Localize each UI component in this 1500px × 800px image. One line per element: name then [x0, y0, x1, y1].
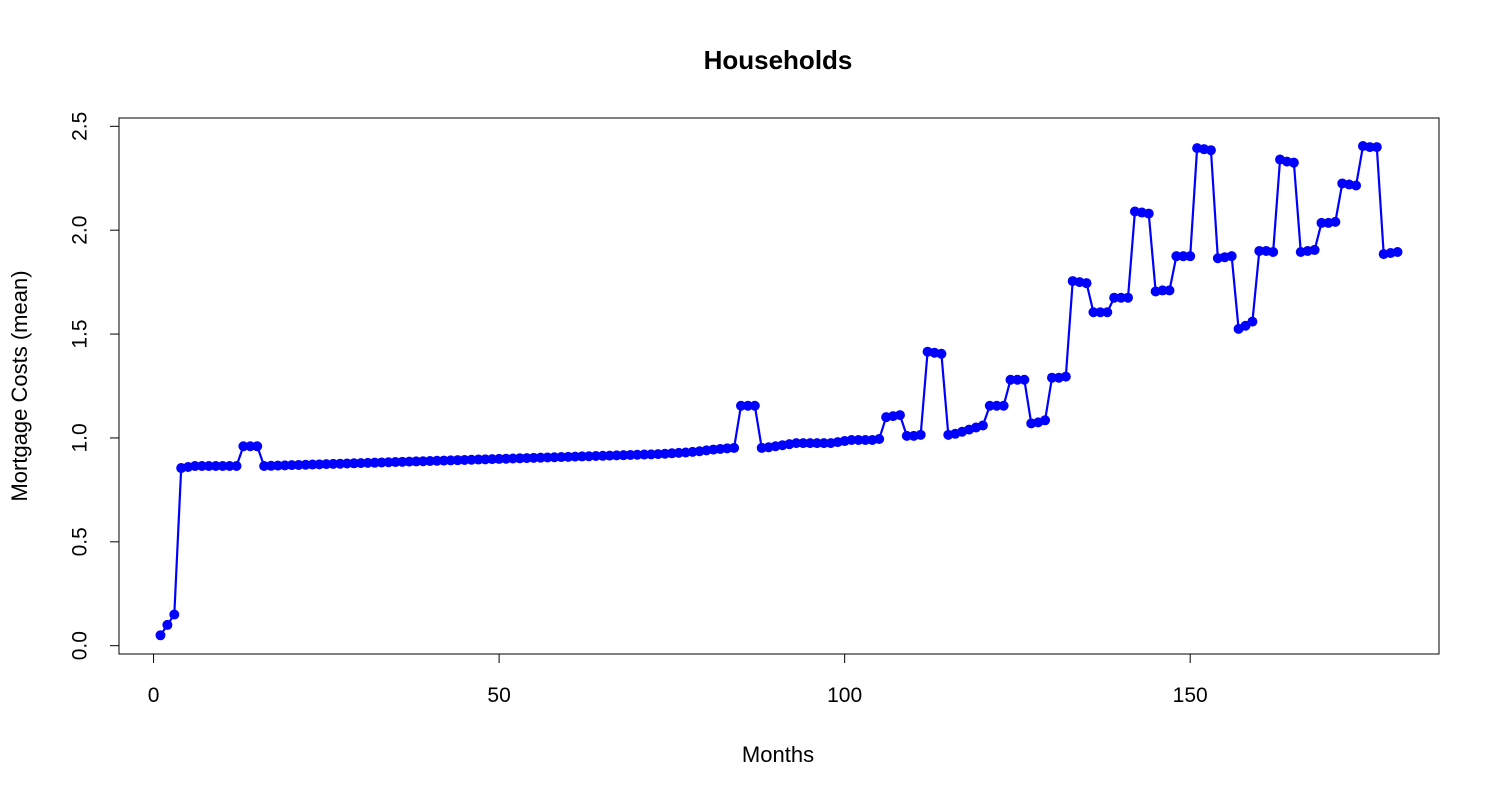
data-point — [1060, 371, 1071, 382]
data-point — [1205, 145, 1216, 156]
data-point — [1088, 307, 1099, 318]
data-point — [860, 435, 871, 446]
data-point — [1309, 244, 1320, 255]
data-point — [812, 438, 823, 449]
series-layer — [155, 141, 1403, 641]
data-point — [231, 460, 242, 471]
data-point — [217, 460, 228, 471]
series-line — [159, 144, 1398, 636]
data-point — [936, 348, 947, 359]
data-point — [1109, 292, 1120, 303]
data-point — [998, 400, 1009, 411]
data-point — [1371, 142, 1382, 153]
plot-frame — [118, 117, 1440, 655]
y-tick-label: 0.0 — [69, 631, 92, 660]
data-point — [1247, 316, 1258, 327]
data-point — [1178, 251, 1189, 262]
data-point — [1226, 251, 1237, 262]
data-point — [238, 441, 249, 452]
data-point — [805, 438, 816, 449]
x-tick-label: 50 — [487, 684, 510, 707]
y-tick-label: 1.5 — [69, 319, 92, 348]
data-point — [1102, 307, 1113, 318]
data-point — [742, 400, 753, 411]
y-tick-label: 1.0 — [69, 423, 92, 452]
y-tick-label: 2.0 — [69, 216, 92, 245]
data-point — [1364, 142, 1375, 153]
data-point — [162, 619, 173, 630]
data-point — [1046, 372, 1057, 383]
data-point — [1171, 251, 1182, 262]
data-point — [1164, 285, 1175, 296]
data-point — [245, 441, 256, 452]
data-point — [915, 429, 926, 440]
data-point — [1351, 180, 1362, 191]
x-tick-label: 0 — [148, 684, 160, 707]
data-point — [1081, 278, 1092, 289]
y-axis-label: Mortgage Costs (mean) — [7, 270, 32, 501]
x-axis-label: Months — [742, 742, 814, 767]
data-point — [1330, 216, 1341, 227]
y-tick-label: 0.5 — [69, 527, 92, 556]
data-point — [798, 438, 809, 449]
data-point — [977, 420, 988, 431]
data-point — [155, 630, 166, 641]
data-point — [846, 435, 857, 446]
data-point — [1157, 285, 1168, 296]
data-point — [1040, 415, 1051, 426]
data-point — [1316, 217, 1327, 228]
data-point — [1095, 307, 1106, 318]
data-point — [874, 433, 885, 444]
data-point — [1005, 374, 1016, 385]
data-point — [1288, 157, 1299, 168]
data-point — [1185, 251, 1196, 262]
data-point — [1123, 292, 1134, 303]
data-point — [1019, 374, 1030, 385]
data-point — [1116, 292, 1127, 303]
data-point — [1254, 245, 1265, 256]
data-point — [729, 442, 740, 453]
data-point — [735, 400, 746, 411]
data-point — [818, 438, 829, 449]
data-point — [901, 430, 912, 441]
data-point — [894, 410, 905, 421]
data-point — [252, 441, 263, 452]
data-point — [203, 460, 214, 471]
data-point — [196, 460, 207, 471]
x-tick-label: 150 — [1173, 684, 1208, 707]
data-point — [1392, 247, 1403, 257]
data-point — [984, 400, 995, 411]
y-tick-label: 2.5 — [69, 112, 92, 141]
chart-title: Households — [704, 45, 853, 75]
x-axis: 0 50 100 150 — [148, 653, 1208, 707]
data-point — [749, 400, 760, 411]
data-point — [853, 435, 864, 446]
data-point — [190, 460, 201, 471]
data-point — [210, 460, 221, 471]
data-point — [224, 460, 235, 471]
y-axis: 0.0 0.5 1.0 1.5 2.0 2.5 — [69, 112, 120, 660]
data-point — [1143, 208, 1154, 219]
x-tick-label: 100 — [827, 684, 862, 707]
data-point — [1268, 247, 1279, 257]
data-point — [991, 400, 1002, 411]
data-point — [1012, 374, 1023, 385]
data-point — [169, 609, 180, 620]
data-point — [791, 438, 802, 449]
